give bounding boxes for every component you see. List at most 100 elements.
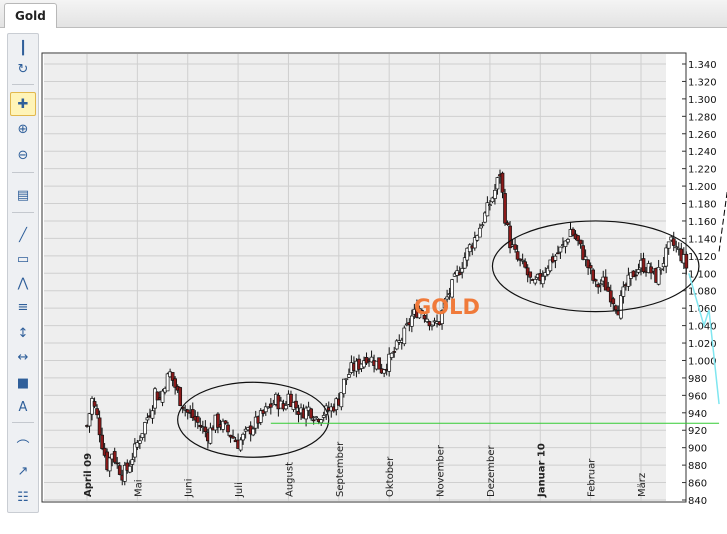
x-tick-label: Juli bbox=[234, 482, 245, 498]
candle-body bbox=[221, 420, 225, 430]
y-tick-label: 1.300 bbox=[688, 95, 717, 106]
candle-body bbox=[226, 424, 230, 433]
refresh-icon[interactable]: ↻ bbox=[17, 61, 29, 77]
candle-body bbox=[87, 413, 92, 427]
candle-body bbox=[626, 274, 631, 287]
drawn-ellipse[interactable] bbox=[177, 381, 330, 458]
candle-body bbox=[500, 172, 505, 193]
candle-body bbox=[445, 296, 449, 300]
upside-arrow[interactable] bbox=[718, 64, 727, 252]
y-tick-label: 1.180 bbox=[688, 200, 717, 211]
candle-body bbox=[208, 427, 213, 444]
candle-body bbox=[518, 258, 522, 261]
candle-body bbox=[289, 393, 293, 408]
y-tick-label: 1.040 bbox=[688, 322, 717, 333]
y-tick-label: 1.320 bbox=[688, 77, 717, 88]
candle-body bbox=[674, 246, 679, 249]
y-tick-label: 860 bbox=[688, 479, 707, 490]
candle-body bbox=[155, 391, 160, 401]
y-tick-label: 1.140 bbox=[688, 234, 717, 245]
x-tick-label: Oktober bbox=[385, 456, 396, 497]
candle-body bbox=[402, 327, 407, 345]
candle-body bbox=[593, 279, 598, 282]
text-icon[interactable]: A bbox=[18, 399, 28, 415]
ray-icon[interactable]: ↗ bbox=[17, 463, 29, 479]
candle-body bbox=[505, 222, 510, 225]
candle-body bbox=[472, 237, 477, 249]
toolbar-separator bbox=[12, 84, 34, 85]
candle-body bbox=[636, 269, 641, 273]
candle-body bbox=[311, 419, 316, 422]
candle-body bbox=[309, 408, 313, 419]
grid-icon[interactable]: ☷ bbox=[17, 489, 29, 505]
rectangle-icon[interactable]: ■ bbox=[16, 375, 30, 391]
candle-body bbox=[591, 269, 596, 281]
candle-body bbox=[566, 239, 570, 243]
projection-path[interactable] bbox=[688, 273, 720, 405]
candle-body bbox=[304, 407, 308, 420]
candle-body bbox=[122, 464, 127, 482]
x-tick-label: März bbox=[637, 473, 648, 497]
trendline-icon[interactable]: ╱ bbox=[19, 227, 27, 243]
candle-body bbox=[659, 268, 663, 271]
y-tick-label: 940 bbox=[688, 409, 707, 420]
candle-body bbox=[145, 417, 150, 421]
tab-gold[interactable]: Gold bbox=[4, 3, 57, 28]
y-tick-label: 1.060 bbox=[688, 304, 717, 315]
y-tick-label: 1.020 bbox=[688, 339, 717, 350]
candle-body bbox=[596, 284, 601, 288]
candle-body bbox=[488, 204, 492, 206]
candle-body bbox=[268, 403, 273, 408]
candle-body bbox=[112, 451, 117, 463]
candle-body bbox=[185, 409, 190, 413]
pitchfork-icon[interactable]: ⋀ bbox=[17, 275, 29, 291]
x-tick-label: September bbox=[335, 441, 346, 497]
candle-body bbox=[460, 268, 465, 273]
candle-body bbox=[382, 369, 386, 374]
plot-area bbox=[44, 54, 666, 501]
candle-body bbox=[515, 251, 520, 260]
candle-body bbox=[603, 276, 608, 291]
candle-body bbox=[140, 433, 145, 438]
candle-body bbox=[606, 286, 611, 292]
y-tick-label: 1.160 bbox=[688, 217, 717, 228]
y-tick-label: 1.260 bbox=[688, 130, 717, 141]
y-tick-label: 880 bbox=[688, 461, 707, 472]
candle-body bbox=[425, 318, 429, 322]
candle-body bbox=[598, 283, 603, 286]
zoom-in-icon[interactable]: ⊕ bbox=[17, 121, 29, 137]
candle-body bbox=[533, 279, 538, 284]
y-tick-label: 840 bbox=[688, 496, 707, 507]
candle-body bbox=[576, 235, 580, 242]
candle-body bbox=[132, 443, 137, 458]
candle-body bbox=[165, 373, 170, 392]
candle-body bbox=[170, 372, 175, 381]
candle-body bbox=[97, 417, 102, 436]
candle-body bbox=[634, 274, 638, 277]
toolbar-separator bbox=[12, 422, 34, 423]
candle-body bbox=[520, 259, 525, 262]
crosshair-icon[interactable]: ✚ bbox=[10, 92, 36, 116]
horizontal-line-icon[interactable]: ↔ bbox=[17, 349, 29, 365]
candle-body bbox=[178, 387, 183, 406]
x-tick-label: August bbox=[284, 462, 295, 497]
arc-icon[interactable]: ⌒ bbox=[16, 439, 30, 455]
candle-body bbox=[100, 434, 104, 449]
drawn-ellipse[interactable] bbox=[491, 220, 700, 313]
candle-body bbox=[347, 374, 351, 378]
candle-body bbox=[150, 410, 155, 419]
candle-body bbox=[409, 315, 414, 327]
candle-body bbox=[344, 378, 349, 381]
candle-body bbox=[608, 290, 613, 303]
vertical-line-icon[interactable]: ↕ bbox=[17, 325, 29, 341]
chart-type-icon[interactable]: ▤ bbox=[16, 187, 30, 203]
zoom-out-icon[interactable]: ⊖ bbox=[17, 147, 29, 163]
fibonacci-icon[interactable]: ≡ bbox=[17, 299, 29, 315]
ruler-icon[interactable]: ▭ bbox=[16, 251, 30, 267]
candle-body bbox=[387, 353, 392, 372]
chart-title: GOLD bbox=[414, 295, 480, 319]
y-tick-label: 1.220 bbox=[688, 165, 717, 176]
candle-body bbox=[508, 225, 512, 249]
y-tick-label: 1.200 bbox=[688, 182, 717, 193]
